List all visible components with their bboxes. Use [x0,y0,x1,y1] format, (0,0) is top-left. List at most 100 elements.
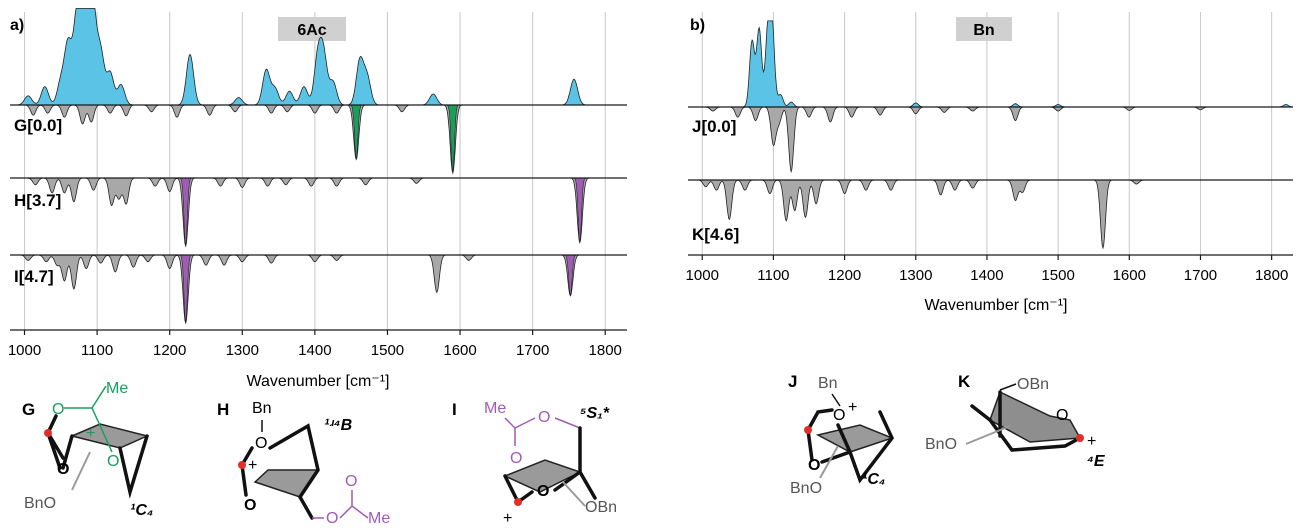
tick-label: 1800 [1255,267,1288,284]
tick-label: 1600 [443,342,476,359]
grid-b [701,12,1273,255]
molecule-j-bno: BnO [790,480,822,497]
molecule-j-o-ring: O [808,457,820,474]
tick-label: 1000 [8,342,41,359]
molecule-k-red-atom [1076,434,1084,442]
molecule-j-conformation: ¹C₄ [862,471,885,488]
molecule-i-o-ester: O [538,409,550,426]
trace-label-i: I[4.7] [14,267,54,286]
molecule-i-plus: + [503,510,512,527]
tick-label: 1200 [153,342,186,359]
molecule-h-o-top: O [255,435,267,452]
molecule-g-plus: + [86,425,95,442]
grid-a [24,12,606,330]
molecule-g-red-atom [44,429,52,437]
molecule-k-ring-bold [970,390,1082,452]
panel-b-title-box [956,17,1012,41]
panel-a-ticks: 1000 1100 1200 1300 1400 1500 1600 1700 1800 [8,330,622,359]
molecule-i-me: Me [484,400,506,417]
tick-label: 1000 [686,267,719,284]
molecule-i-label: I [452,400,457,419]
molecule-j-bno-bond [819,445,839,479]
molecule-g-conformation: ¹C₄ [130,502,153,519]
molecule-h-ring-bold [240,423,320,520]
tick-label: 1300 [226,342,259,359]
panel-b-letter: b) [690,17,705,34]
tick-label: 1100 [81,342,113,359]
molecule-h-red-atom [238,461,246,469]
tick-label: 1400 [298,342,331,359]
molecule-j-plane [815,424,895,453]
tick-label: 1100 [757,267,789,284]
tick-label: 1600 [1113,267,1146,284]
tick-label: 1300 [899,267,932,284]
molecule-h-o-ac: O [326,510,338,527]
computed-spectrum-h [10,177,627,248]
tick-label: 1500 [371,342,404,359]
molecule-i-red-atom [514,498,522,506]
molecule-j-structure: J Bn O + O BnO ¹C₄ [788,372,895,497]
panel-b-chart: b) Bn J[0.0] K[4.6] 1000 1100 1200 1300 1400… [686,12,1294,314]
molecule-k-bno: BnO [925,436,957,453]
molecule-i-o-carbonyl: O [510,450,522,467]
molecule-j-o-top: O [833,407,845,424]
molecule-k-plus: + [1087,433,1096,450]
molecule-g-structure: G O Me + O O BnO ¹C₄ [22,380,153,519]
molecule-g-bno: BnO [24,495,56,512]
computed-spectrum-k [688,179,1293,250]
computed-spectrum-j [688,106,1293,174]
molecule-h-acetate-bonds [312,490,369,519]
molecule-h-plus: + [248,457,257,474]
molecule-h-o-ring: O [244,497,256,514]
molecule-g-o-ring: O [57,461,69,478]
molecule-g-label: G [22,400,35,419]
molecule-j-bn-bond [831,393,841,407]
tick-label: 1700 [1184,267,1217,284]
molecule-i-conformation: ⁵S₁* [580,405,610,422]
panel-a-x-axis-title: Wavenumber [cm⁻¹] [247,373,390,390]
computed-spectrum-i [10,254,627,325]
panel-b-title: Bn [973,22,994,39]
molecule-h-label: H [217,400,229,419]
molecule-j-red-atom [804,426,812,434]
molecule-k-bno-bond [965,425,1011,445]
molecule-g-o1: O [52,401,64,418]
tick-label: 1800 [589,342,622,359]
molecule-i-structure: I Me O O O OBn + ⁵S₁* [452,400,617,527]
molecule-h-bn: Bn [252,400,272,417]
panel-b-ticks: 1000 1100 1200 1300 1400 1500 1600 1700 1800 [686,255,1288,284]
molecule-k-label: K [958,372,971,391]
molecule-g-bno-bond [71,451,91,491]
trace-label-j: J[0.0] [692,117,736,136]
molecule-k-structure: K OBn O + BnO ⁴E [925,372,1106,470]
molecule-h-o-carbonyl: O [345,473,357,490]
molecule-i-obn-bond [562,481,586,507]
molecule-g-o2: O [107,453,119,470]
molecule-h-structure: H Bn O + O ¹ʴ⁴B O O Me [217,400,390,527]
molecule-k-conformation: ⁴E [1087,453,1106,470]
molecule-k-o-ring: O [1056,407,1068,424]
molecule-j-plus: + [848,399,857,416]
trace-label-k: K[4.6] [692,225,739,244]
panel-b-traces [688,20,1294,250]
trace-label-g: G[0.0] [14,116,62,135]
molecule-j-label: J [788,372,797,391]
molecule-i-o-ring: O [537,483,549,500]
tick-label: 1500 [1041,267,1074,284]
molecule-h-conformation: ¹ʴ⁴B [324,417,352,434]
computed-spectrum-g [10,104,627,175]
molecule-j-bn: Bn [818,375,838,392]
tick-label: 1200 [828,267,861,284]
panel-b-x-axis-title: Wavenumber [cm⁻¹] [925,297,1068,314]
panel-a-traces [10,8,627,325]
molecule-j-ring-bold [806,408,895,484]
panel-a-title: 6Ac [297,22,326,39]
molecule-k-ch2-bond [999,383,1017,391]
molecule-g-me: Me [106,380,128,397]
panel-a-chart: a) 6Ac G[0.0] H[3.7] I[4.7] 1000 1100 1200… [8,8,627,390]
tick-label: 1400 [970,267,1003,284]
molecule-h-me: Me [368,510,390,527]
molecule-g-me-bond [91,385,107,409]
trace-label-h: H[3.7] [14,191,61,210]
